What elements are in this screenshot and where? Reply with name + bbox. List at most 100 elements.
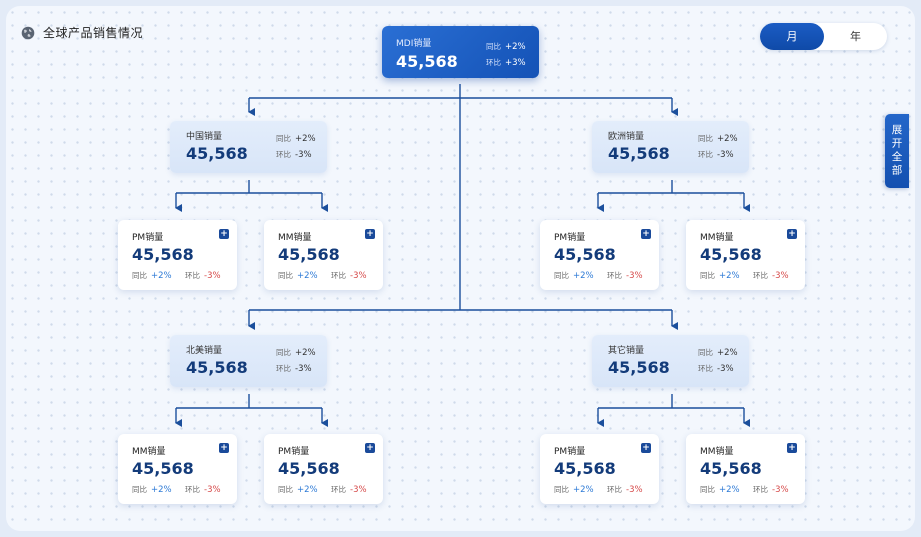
plus-icon[interactable]: + — [365, 229, 375, 239]
mom-label: 环比 — [753, 485, 768, 494]
connector-lines — [175, 84, 750, 427]
mom-label: 环比 — [753, 271, 768, 280]
yoy-label: 同比 — [276, 134, 291, 143]
card-value: 45,568 — [132, 459, 194, 478]
plus-icon[interactable]: + — [219, 443, 229, 453]
mom-value: -3% — [772, 271, 789, 281]
mom-label: 环比 — [698, 364, 713, 373]
yoy-value: +2% — [719, 271, 740, 281]
yoy-label: 同比 — [486, 42, 501, 51]
yoy-stat: 同比 +2% — [132, 270, 172, 281]
product-card[interactable]: MM销量 + 45,568 同比 +2% 环比 -3% — [686, 220, 805, 290]
yoy-value: +2% — [719, 485, 740, 495]
yoy-value: +2% — [151, 485, 172, 495]
mom-label: 环比 — [185, 271, 200, 280]
mom-stat: 环比 +3% — [486, 57, 526, 68]
mom-value: -3% — [204, 271, 221, 281]
card-value: 45,568 — [554, 245, 616, 264]
region-card-north-america[interactable]: 北美销量 45,568 同比 +2% 环比 -3% — [170, 335, 327, 387]
product-card[interactable]: PM销量 + 45,568 同比 +2% 环比 -3% — [118, 220, 237, 290]
mom-label: 环比 — [276, 150, 291, 159]
mom-stat: 环比 -3% — [607, 484, 643, 495]
card-label: 中国销量 — [186, 132, 223, 142]
mom-label: 环比 — [276, 364, 291, 373]
mom-stat: 环比 -3% — [698, 363, 734, 374]
yoy-value: +2% — [297, 485, 318, 495]
card-label: PM销量 — [278, 447, 310, 457]
yoy-label: 同比 — [278, 485, 293, 494]
yoy-value: +2% — [717, 134, 738, 144]
card-label: MDI销量 — [396, 39, 432, 49]
plus-icon[interactable]: + — [787, 443, 797, 453]
toggle-year-button[interactable]: 年 — [850, 30, 861, 43]
yoy-label: 同比 — [276, 348, 291, 357]
plus-icon[interactable]: + — [641, 229, 651, 239]
yoy-label: 同比 — [278, 271, 293, 280]
yoy-label: 同比 — [700, 271, 715, 280]
mom-stat: 环比 -3% — [331, 484, 367, 495]
yoy-stat: 同比 +2% — [700, 270, 740, 281]
card-value: 45,568 — [186, 358, 248, 377]
mom-stat: 环比 -3% — [185, 270, 221, 281]
root-card-mdi[interactable]: MDI销量 45,568 同比 +2% 环比 +3% — [382, 26, 539, 78]
mom-label: 环比 — [607, 271, 622, 280]
yoy-label: 同比 — [700, 485, 715, 494]
yoy-label: 同比 — [132, 485, 147, 494]
mom-value: -3% — [204, 485, 221, 495]
card-label: MM销量 — [700, 447, 734, 457]
card-label: 北美销量 — [186, 346, 223, 356]
mom-label: 环比 — [185, 485, 200, 494]
product-card[interactable]: MM销量 + 45,568 同比 +2% 环比 -3% — [686, 434, 805, 504]
mom-value: -3% — [295, 150, 312, 160]
yoy-label: 同比 — [132, 271, 147, 280]
card-label: MM销量 — [278, 233, 312, 243]
yoy-stat: 同比 +2% — [486, 41, 526, 52]
card-value: 45,568 — [700, 245, 762, 264]
product-card[interactable]: PM销量 + 45,568 同比 +2% 环比 -3% — [540, 220, 659, 290]
yoy-value: +2% — [573, 485, 594, 495]
region-card-china[interactable]: 中国销量 45,568 同比 +2% 环比 -3% — [170, 121, 327, 173]
yoy-stat: 同比 +2% — [278, 270, 318, 281]
dashboard-frame: 全球产品销售情况 月 年 展开全部 MDI销量 45,568 同比 +2% 环比 +… — [6, 6, 915, 531]
mom-value: -3% — [626, 271, 643, 281]
card-label: MM销量 — [700, 233, 734, 243]
region-card-other[interactable]: 其它销量 45,568 同比 +2% 环比 -3% — [592, 335, 749, 387]
plus-icon[interactable]: + — [787, 229, 797, 239]
product-card[interactable]: MM销量 + 45,568 同比 +2% 环比 -3% — [118, 434, 237, 504]
mom-value: +3% — [505, 58, 526, 68]
mom-value: -3% — [717, 150, 734, 160]
yoy-stat: 同比 +2% — [700, 484, 740, 495]
expand-all-button[interactable]: 展开全部 — [885, 114, 909, 188]
mom-label: 环比 — [698, 150, 713, 159]
yoy-value: +2% — [151, 271, 172, 281]
region-card-europe[interactable]: 欧洲销量 45,568 同比 +2% 环比 -3% — [592, 121, 749, 173]
product-card[interactable]: MM销量 + 45,568 同比 +2% 环比 -3% — [264, 220, 383, 290]
yoy-stat: 同比 +2% — [132, 484, 172, 495]
mom-stat: 环比 -3% — [607, 270, 643, 281]
mom-value: -3% — [295, 364, 312, 374]
yoy-value: +2% — [505, 42, 526, 52]
yoy-value: +2% — [295, 134, 316, 144]
yoy-label: 同比 — [554, 271, 569, 280]
page-title: 全球产品销售情况 — [43, 26, 144, 40]
mom-stat: 环比 -3% — [185, 484, 221, 495]
card-value: 45,568 — [700, 459, 762, 478]
yoy-value: +2% — [295, 348, 316, 358]
yoy-value: +2% — [573, 271, 594, 281]
globe-icon — [21, 26, 35, 39]
card-value: 45,568 — [278, 245, 340, 264]
toggle-month-button[interactable]: 月 — [760, 23, 824, 50]
plus-icon[interactable]: + — [365, 443, 375, 453]
plus-icon[interactable]: + — [219, 229, 229, 239]
mom-stat: 环比 -3% — [753, 270, 789, 281]
plus-icon[interactable]: + — [641, 443, 651, 453]
yoy-stat: 同比 +2% — [698, 347, 738, 358]
card-label: PM销量 — [554, 233, 586, 243]
yoy-value: +2% — [297, 271, 318, 281]
period-toggle: 月 年 — [760, 23, 887, 50]
card-value: 45,568 — [608, 358, 670, 377]
mom-stat: 环比 -3% — [276, 363, 312, 374]
product-card[interactable]: PM销量 + 45,568 同比 +2% 环比 -3% — [264, 434, 383, 504]
mom-value: -3% — [626, 485, 643, 495]
product-card[interactable]: PM销量 + 45,568 同比 +2% 环比 -3% — [540, 434, 659, 504]
